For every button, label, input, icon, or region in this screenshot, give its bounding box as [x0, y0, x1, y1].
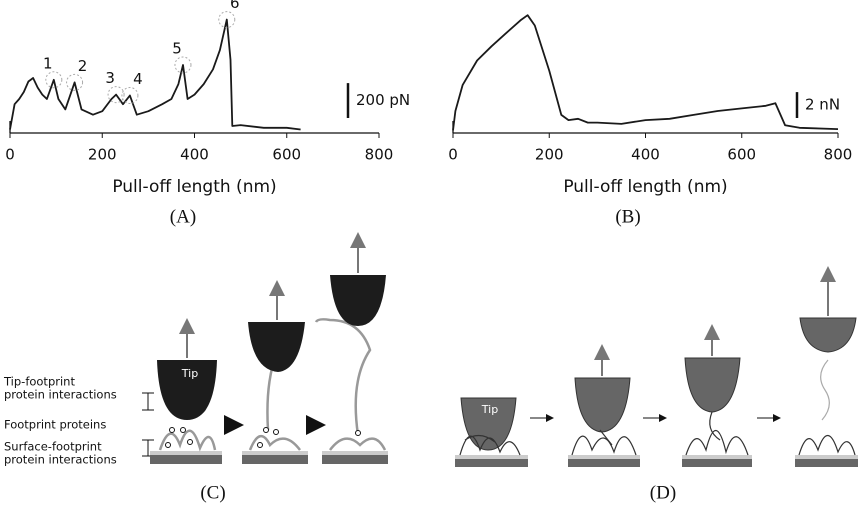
- force-curve: [9, 18, 301, 131]
- tip-label: Tip: [181, 367, 198, 380]
- force-curve: [452, 14, 839, 131]
- peak-label: 3: [105, 69, 115, 87]
- x-tick-label: 0: [5, 146, 15, 164]
- scale-bar-label: 2 nN: [805, 96, 840, 114]
- peak-marker: [121, 86, 139, 104]
- brackets: [142, 392, 154, 457]
- label: protein interactions: [4, 453, 117, 467]
- pull-arrows: [179, 232, 366, 358]
- peak-marker: [107, 86, 125, 104]
- peak-label: 6: [230, 0, 240, 12]
- peak-marker: [174, 56, 192, 74]
- pull-arrows: [594, 266, 836, 376]
- x-tick-label: 600: [272, 146, 301, 164]
- diagram-c: Tip-footprint protein interactions Footp…: [3, 232, 388, 467]
- bonds: [165, 427, 361, 448]
- label: Surface-footprint: [4, 440, 102, 454]
- peak-marker: [45, 71, 63, 89]
- label: Footprint proteins: [4, 418, 106, 432]
- peak-label: 1: [43, 54, 53, 72]
- charts: 0 200 400 600 800 Pull-off length (nm) 200 pN 1…: [5, 0, 852, 197]
- x-tick-label: 400: [631, 146, 660, 164]
- tips: [157, 275, 386, 420]
- label: Tip-footprint: [3, 375, 75, 389]
- panel-label: (C): [200, 482, 225, 503]
- x-axis-label: Pull-off length (nm): [563, 177, 727, 197]
- tip-label: Tip: [481, 403, 498, 416]
- diagram-d: Tip: [455, 266, 858, 467]
- label: protein interactions: [4, 388, 117, 402]
- x-tick-label: 200: [535, 146, 564, 164]
- x-tick-label: 800: [824, 146, 853, 164]
- proteins: [459, 359, 856, 456]
- x-tick-label: 400: [180, 146, 209, 164]
- x-tick-label: 800: [365, 146, 394, 164]
- x-axis-label: Pull-off length (nm): [112, 177, 276, 197]
- peak-label: 4: [133, 70, 143, 88]
- substrates: [150, 451, 388, 464]
- panel-label: (A): [170, 206, 196, 227]
- panel-label: (D): [650, 482, 676, 503]
- peak-label: 2: [78, 57, 88, 75]
- x-tick-label: 600: [727, 146, 756, 164]
- tips: [460, 317, 857, 451]
- peak-marker: [66, 73, 84, 91]
- peak-label: 5: [172, 39, 182, 57]
- panel-label: (B): [615, 206, 640, 227]
- peak-marker: [218, 11, 236, 29]
- x-tick-label: 200: [88, 146, 117, 164]
- substrates: [455, 455, 858, 467]
- x-tick-label: 0: [448, 146, 458, 164]
- scale-bar-label: 200 pN: [356, 91, 410, 109]
